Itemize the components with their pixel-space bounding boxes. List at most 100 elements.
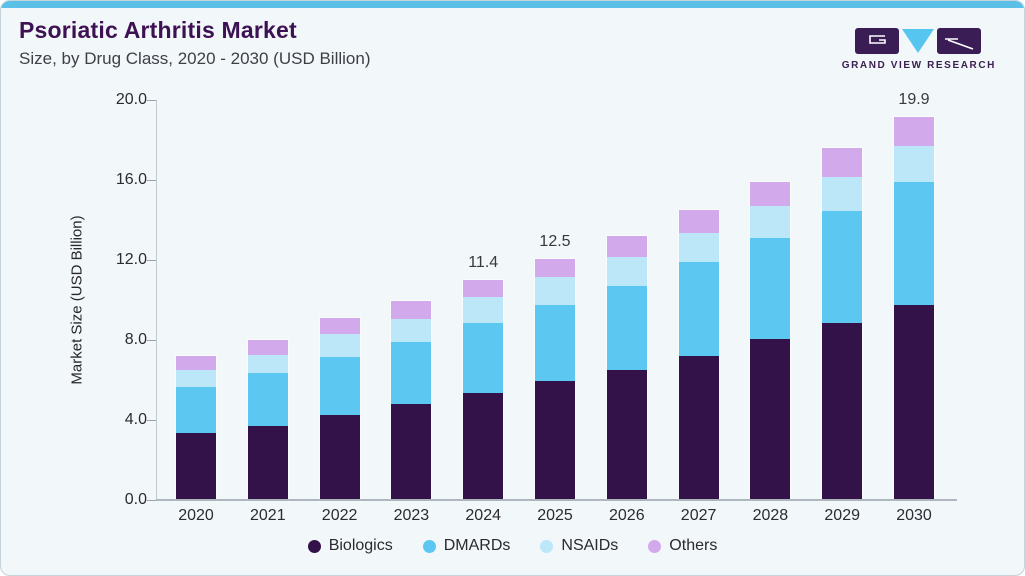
total-label-2030: 19.9	[898, 90, 930, 108]
legend-label: Biologics	[328, 537, 393, 554]
x-tick-label-2028: 2028	[752, 507, 789, 524]
bar-segment-dmards-2028	[750, 238, 791, 340]
bar-column-2022	[318, 317, 361, 500]
bar-segment-dmards-2022	[319, 356, 360, 415]
x-tick-label-2023: 2023	[393, 507, 430, 524]
bar-segment-nsaids-2028	[750, 205, 791, 239]
bar-segment-dmards-2021	[247, 373, 288, 427]
y-axis-line	[156, 100, 157, 500]
x-tick-label-2027: 2027	[680, 507, 717, 524]
y-tick-mark	[147, 420, 156, 421]
bar-segment-nsaids-2025	[535, 277, 575, 306]
bar-segment-others-2024	[463, 280, 504, 298]
grand-view-research-logo: GRAND VIEW RESEARCH	[842, 28, 996, 71]
total-label-2025: 12.5	[539, 233, 571, 250]
bar-segment-others-2029	[822, 148, 863, 177]
legend-dot-biologics	[307, 539, 321, 553]
bar-segment-biologics-2027	[678, 355, 719, 499]
legend-dot-dmards	[422, 539, 436, 553]
bar-segment-others-2028	[750, 181, 791, 206]
y-tick-label: 16.0	[115, 171, 147, 188]
legend-item-others: Others	[648, 537, 717, 555]
y-tick-label: 20.0	[115, 91, 147, 108]
bar-segment-dmards-2020	[176, 387, 216, 433]
bar-segment-biologics-2023	[391, 404, 432, 499]
bar-segment-biologics-2026	[606, 370, 647, 499]
bar-column-2029	[821, 147, 864, 500]
bar-segment-nsaids-2020	[176, 370, 216, 388]
page-title: Psoriatic Arthritis Market	[19, 17, 297, 43]
legend-item-nsaids: NSAIDs	[540, 537, 618, 555]
bar-segment-biologics-2024	[463, 393, 504, 499]
bar-segment-nsaids-2026	[606, 257, 647, 287]
bar-column-2026	[605, 235, 648, 500]
x-tick-label-2021: 2021	[250, 507, 286, 524]
bar-segment-others-2030	[894, 116, 934, 147]
bar-segment-nsaids-2027	[678, 232, 719, 262]
legend-label: NSAIDs	[561, 537, 619, 554]
bar-segment-others-2023	[391, 301, 432, 319]
y-tick-label: 0.0	[124, 491, 147, 508]
x-tick-label-2030: 2030	[896, 507, 932, 524]
bar-segment-dmards-2029	[822, 210, 863, 323]
legend-item-biologics: Biologics	[307, 537, 393, 555]
legend-dot-others	[648, 539, 662, 553]
bar-segment-dmards-2023	[391, 341, 432, 405]
bar-column-2023	[390, 300, 433, 500]
bar-segment-biologics-2021	[247, 426, 288, 499]
bar-segment-dmards-2027	[678, 261, 719, 356]
bar-segment-biologics-2029	[822, 322, 863, 499]
bar-segment-others-2020	[176, 355, 216, 371]
bar-segment-nsaids-2029	[822, 176, 863, 211]
y-tick-mark	[147, 100, 156, 101]
bar-column-2020	[175, 354, 217, 500]
bar-segment-dmards-2025	[535, 305, 575, 381]
logo-r-icon	[936, 28, 981, 54]
bar-segment-dmards-2024	[463, 322, 504, 394]
bar-segment-biologics-2022	[319, 414, 360, 499]
y-tick-mark	[147, 260, 156, 261]
x-tick-label-2029: 2029	[824, 507, 860, 524]
bar-column-2030	[893, 115, 935, 500]
x-tick-label-2020: 2020	[178, 507, 214, 524]
bar-segment-nsaids-2023	[391, 318, 432, 342]
bar-column-2021	[246, 339, 289, 500]
y-tick-mark	[147, 500, 156, 501]
top-accent-bar	[1, 1, 1024, 8]
logo-g-icon	[854, 28, 899, 54]
bar-segment-others-2027	[678, 210, 719, 233]
chart-legend: Biologics DMARDs NSAIDs Others	[1, 537, 1024, 555]
bar-segment-nsaids-2021	[247, 354, 288, 374]
logo-text: GRAND VIEW RESEARCH	[841, 60, 996, 71]
legend-label: DMARDs	[443, 537, 511, 554]
y-tick-mark	[147, 180, 156, 181]
bar-segment-others-2021	[247, 340, 288, 355]
x-tick-label-2026: 2026	[609, 507, 645, 524]
x-axis-line	[156, 499, 957, 501]
bar-segment-biologics-2028	[750, 339, 791, 499]
page-subtitle: Size, by Drug Class, 2020 - 2030 (USD Bi…	[19, 49, 371, 68]
total-label-2024: 11.4	[468, 254, 499, 272]
x-tick-label-2025: 2025	[537, 507, 573, 524]
logo-v-icon	[901, 29, 934, 53]
bar-segment-nsaids-2024	[463, 297, 504, 323]
bar-segment-dmards-2030	[894, 181, 934, 306]
legend-dot-nsaids	[540, 539, 554, 553]
bar-segment-others-2025	[535, 259, 575, 278]
y-tick-label: 8.0	[124, 331, 147, 348]
legend-item-dmards: DMARDs	[422, 537, 511, 555]
bar-segment-others-2026	[606, 236, 647, 258]
x-tick-label-2024: 2024	[465, 507, 501, 524]
y-tick-mark	[147, 340, 156, 341]
bar-segment-nsaids-2030	[894, 146, 934, 182]
bar-segment-nsaids-2022	[319, 334, 360, 357]
bar-segment-biologics-2030	[894, 305, 934, 499]
bar-column-2024	[462, 279, 505, 500]
y-axis-title: Market Size (USD Billion)	[68, 215, 86, 385]
y-tick-label: 12.0	[115, 251, 147, 268]
y-tick-label: 4.0	[124, 411, 147, 428]
bar-segment-others-2022	[319, 318, 360, 335]
bar-segment-biologics-2020	[176, 432, 216, 499]
bar-segment-biologics-2025	[535, 380, 575, 499]
bar-column-2027	[677, 209, 720, 500]
